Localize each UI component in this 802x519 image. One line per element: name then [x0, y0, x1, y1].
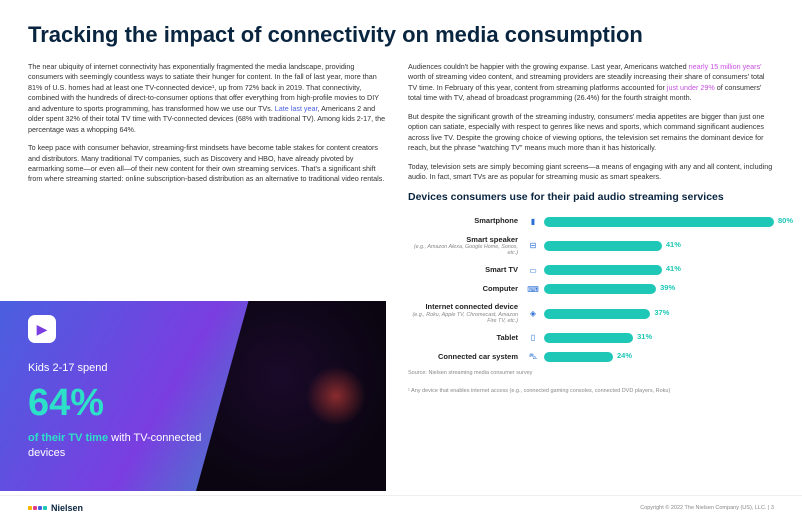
- bar-row: Smartphone ▮ 80%: [408, 216, 774, 228]
- bar-track: 39%: [544, 284, 774, 294]
- callout-badge: ▶: [28, 315, 56, 343]
- stat-callout: ▶ Kids 2-17 spend 64% of their TV time w…: [0, 301, 386, 491]
- bar-label: Smart TV: [408, 265, 526, 276]
- bar-value: 80%: [778, 216, 793, 227]
- device-icon: ⊟: [526, 240, 540, 252]
- nielsen-logo: Nielsen: [28, 503, 83, 513]
- bar-row: Smart TV ▭ 41%: [408, 264, 774, 276]
- chart-source: Source: Nielsen streaming media consumer…: [408, 370, 774, 378]
- bar-fill: [544, 309, 650, 319]
- bar-label-main: Computer: [408, 284, 518, 295]
- link-just-under-29[interactable]: just under 29%: [667, 83, 715, 92]
- left-para-2: To keep pace with consumer behavior, str…: [28, 143, 386, 185]
- right-column: Audiences couldn't be happier with the g…: [408, 62, 774, 396]
- bar-fill: [544, 241, 662, 251]
- bar-track: 31%: [544, 333, 774, 343]
- bar-chart: Smartphone ▮ 80% Smart speaker(e.g., Amazon…: [408, 216, 774, 364]
- device-icon: ▭: [526, 264, 540, 276]
- device-icon: ▯: [526, 332, 540, 344]
- bar-label: Smartphone: [408, 216, 526, 227]
- text: Audiences couldn't be happier with the g…: [408, 62, 689, 71]
- device-icon: ⛍: [526, 351, 540, 363]
- page-footer: Nielsen Copyright © 2022 The Nielsen Com…: [0, 495, 802, 519]
- callout-line2a: of their TV time: [28, 432, 108, 444]
- bar-label-main: Connected car system: [408, 352, 518, 363]
- bar-value: 37%: [654, 308, 669, 319]
- copyright-text: Copyright © 2022 The Nielsen Company (US…: [640, 505, 774, 511]
- logo-dot: [43, 506, 47, 510]
- logo-dots-icon: [28, 506, 47, 510]
- logo-dot: [33, 506, 37, 510]
- bar-track: 41%: [544, 241, 774, 251]
- bar-value: 39%: [660, 283, 675, 294]
- left-para-1: The near ubiquity of internet connectivi…: [28, 62, 386, 135]
- bar-fill: [544, 217, 774, 227]
- bar-fill: [544, 333, 633, 343]
- bar-fill: [544, 265, 662, 275]
- page-title: Tracking the impact of connectivity on m…: [28, 22, 774, 48]
- logo-text: Nielsen: [51, 503, 83, 513]
- bar-label: Tablet: [408, 333, 526, 344]
- callout-line1: Kids 2-17 spend: [28, 362, 108, 374]
- bar-fill: [544, 352, 613, 362]
- device-icon: ⌨: [526, 283, 540, 295]
- bar-label-sub: (e.g., Amazon Alexa, Google Home, Sonos,…: [408, 245, 518, 257]
- bar-track: 80%: [544, 217, 774, 227]
- device-icon: ▮: [526, 216, 540, 228]
- bar-label: Connected car system: [408, 352, 526, 363]
- bar-value: 41%: [666, 264, 681, 275]
- bar-row: Connected car system ⛍ 24%: [408, 351, 774, 363]
- device-icon: ◈: [526, 308, 540, 320]
- link-late-last-year[interactable]: Late last year: [275, 104, 318, 113]
- link-15-million-years[interactable]: nearly 15 million years': [689, 62, 762, 71]
- logo-dot: [38, 506, 42, 510]
- bar-track: 41%: [544, 265, 774, 275]
- bar-value: 24%: [617, 351, 632, 362]
- bar-row: Internet connected device(e.g., Roku, Ap…: [408, 302, 774, 325]
- bar-label: Smart speaker(e.g., Amazon Alexa, Google…: [408, 235, 526, 258]
- bar-row: Tablet ▯ 31%: [408, 332, 774, 344]
- bar-value: 41%: [666, 240, 681, 251]
- bar-fill: [544, 284, 656, 294]
- bar-label-sub: (e.g., Roku, Apple TV, Chromecast, Amazo…: [408, 313, 518, 325]
- bar-label: Computer: [408, 284, 526, 295]
- play-icon: ▶: [37, 321, 48, 338]
- bar-label-main: Tablet: [408, 333, 518, 344]
- right-para-2: But despite the significant growth of th…: [408, 112, 774, 154]
- chart-section: Devices consumers use for their paid aud…: [408, 190, 774, 396]
- logo-dot: [28, 506, 32, 510]
- bar-row: Smart speaker(e.g., Amazon Alexa, Google…: [408, 235, 774, 258]
- right-para-1: Audiences couldn't be happier with the g…: [408, 62, 774, 104]
- bar-label-main: Smart TV: [408, 265, 518, 276]
- bar-row: Computer ⌨ 39%: [408, 283, 774, 295]
- bar-label: Internet connected device(e.g., Roku, Ap…: [408, 302, 526, 325]
- right-para-3: Today, television sets are simply becomi…: [408, 162, 774, 183]
- bar-track: 24%: [544, 352, 774, 362]
- chart-title: Devices consumers use for their paid aud…: [408, 190, 774, 205]
- bar-value: 31%: [637, 332, 652, 343]
- bar-track: 37%: [544, 309, 774, 319]
- bar-label-main: Smartphone: [408, 216, 518, 227]
- chart-footnote: ¹ Any device that enables internet acces…: [408, 388, 774, 396]
- callout-photo: [196, 301, 386, 491]
- callout-big-number: 64%: [28, 378, 228, 429]
- callout-text: Kids 2-17 spend 64% of their TV time wit…: [28, 361, 228, 461]
